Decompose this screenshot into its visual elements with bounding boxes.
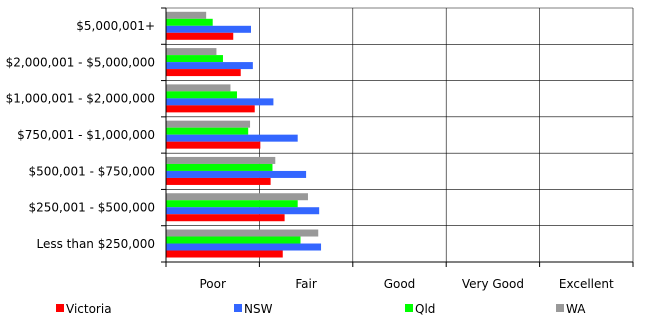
y-tick-label: $2,000,001 - $5,000,000 bbox=[6, 55, 155, 69]
bar-qld-0 bbox=[166, 18, 213, 26]
y-tick-label: Less than $250,000 bbox=[36, 237, 155, 251]
legend-label-wa: WA bbox=[566, 302, 586, 316]
legend: Victoria NSW Qld WA bbox=[56, 302, 586, 316]
bar-wa-6 bbox=[166, 229, 319, 237]
x-tick-label: Good bbox=[384, 277, 416, 291]
bar-victoria-4 bbox=[166, 177, 271, 185]
bar-victoria-2 bbox=[166, 105, 255, 113]
legend-label-qld: Qld bbox=[415, 302, 435, 316]
bar-qld-3 bbox=[166, 127, 249, 135]
bar-nsw-3 bbox=[166, 134, 298, 142]
bar-victoria-1 bbox=[166, 69, 241, 77]
y-tick-labels: $5,000,001+ $2,000,001 - $5,000,000 $1,000… bbox=[6, 19, 155, 251]
bar-victoria-6 bbox=[166, 250, 283, 258]
y-tick-label: $5,000,001+ bbox=[76, 19, 155, 33]
x-tick-labels: Poor Fair Good Very Good Excellent bbox=[199, 277, 614, 291]
y-tick-label: $750,001 - $1,000,000 bbox=[17, 128, 155, 142]
legend-swatch-nsw bbox=[234, 304, 242, 312]
bar-victoria-0 bbox=[166, 32, 234, 40]
bar-wa-5 bbox=[166, 193, 308, 201]
bars bbox=[166, 11, 322, 258]
bar-nsw-6 bbox=[166, 243, 322, 251]
bar-qld-4 bbox=[166, 163, 273, 171]
legend-label-nsw: NSW bbox=[244, 302, 273, 316]
legend-label-victoria: Victoria bbox=[66, 302, 112, 316]
bar-wa-1 bbox=[166, 48, 217, 56]
bar-nsw-1 bbox=[166, 62, 253, 70]
bar-wa-2 bbox=[166, 84, 231, 92]
y-tick-label: $250,001 - $500,000 bbox=[29, 201, 155, 215]
legend-swatch-wa bbox=[556, 304, 564, 312]
bar-wa-3 bbox=[166, 120, 251, 128]
bar-nsw-2 bbox=[166, 98, 274, 106]
y-tick-label: $1,000,001 - $2,000,000 bbox=[6, 92, 155, 106]
bar-qld-2 bbox=[166, 91, 237, 99]
x-tick-label: Fair bbox=[295, 277, 316, 291]
bar-qld-6 bbox=[166, 236, 301, 244]
gridlines bbox=[166, 7, 634, 263]
x-tick-label: Very Good bbox=[462, 277, 524, 291]
bar-wa-4 bbox=[166, 156, 276, 164]
bar-wa-0 bbox=[166, 11, 207, 19]
bar-qld-1 bbox=[166, 55, 223, 63]
axes bbox=[161, 7, 634, 267]
legend-swatch-victoria bbox=[56, 304, 64, 312]
y-tick-label: $500,001 - $750,000 bbox=[29, 164, 155, 178]
x-tick-label: Excellent bbox=[559, 277, 614, 291]
legend-swatch-qld bbox=[405, 304, 413, 312]
bar-victoria-3 bbox=[166, 141, 261, 149]
bar-nsw-0 bbox=[166, 25, 251, 33]
bar-victoria-5 bbox=[166, 214, 285, 222]
bar-nsw-5 bbox=[166, 207, 320, 215]
x-tick-label: Poor bbox=[199, 277, 225, 291]
bar-nsw-4 bbox=[166, 170, 307, 178]
bar-qld-5 bbox=[166, 200, 298, 208]
